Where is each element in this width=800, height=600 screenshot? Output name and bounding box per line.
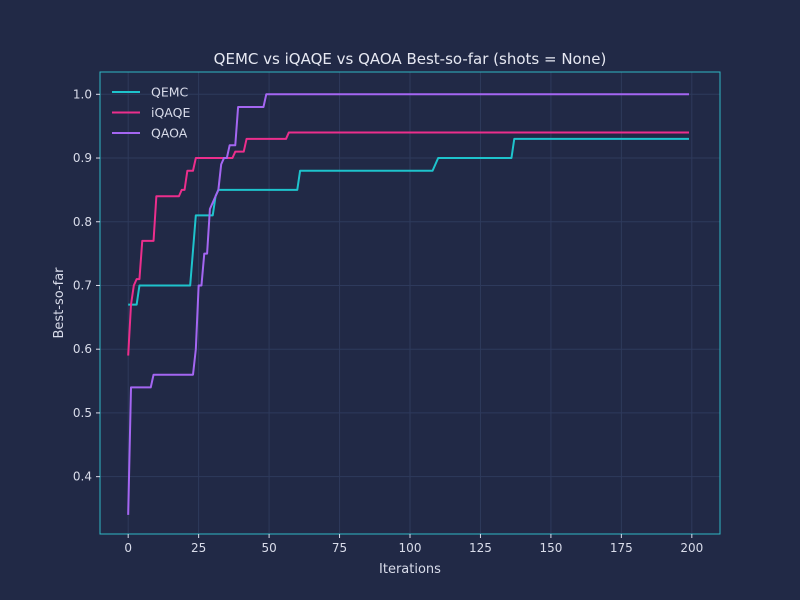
x-tick-label: 175 (610, 541, 633, 555)
y-tick-label: 0.6 (73, 342, 92, 356)
x-tick-label: 150 (539, 541, 562, 555)
legend-label-qemc: QEMC (151, 85, 189, 100)
y-axis-label: Best-so-far (52, 267, 67, 339)
x-tick-label: 125 (469, 541, 492, 555)
legend-label-iqaqe: iQAQE (151, 105, 190, 120)
series-line-iqaqe (127, 131, 689, 356)
y-tick-label: 0.7 (73, 278, 92, 292)
x-tick-label: 100 (399, 541, 422, 555)
y-tick-label: 1.0 (73, 87, 92, 101)
legend-label-qaoa: QAOA (151, 126, 188, 141)
y-tick-label: 0.4 (73, 470, 92, 484)
y-tick-label: 0.5 (73, 406, 92, 420)
axis-ticks: 0 25 50 75 100 125 150 175 200 0.4 0.5 0.6 0.7 0.8 0.9… (73, 87, 703, 555)
x-tick-label: 75 (332, 541, 347, 555)
grid (100, 72, 720, 534)
x-tick-label: 50 (261, 541, 276, 555)
legend: QEMC iQAQE QAOA (112, 85, 190, 141)
x-axis-label: Iterations (379, 562, 441, 577)
series-line-qaoa (127, 93, 689, 515)
x-tick-label: 0 (124, 541, 132, 555)
series-lines (127, 93, 689, 515)
chart-title: QEMC vs iQAQE vs QAOA Best-so-far (shots… (214, 50, 607, 68)
x-tick-label: 25 (191, 541, 206, 555)
y-tick-label: 0.9 (73, 151, 92, 165)
y-tick-label: 0.8 (73, 215, 92, 229)
x-tick-label: 200 (680, 541, 703, 555)
